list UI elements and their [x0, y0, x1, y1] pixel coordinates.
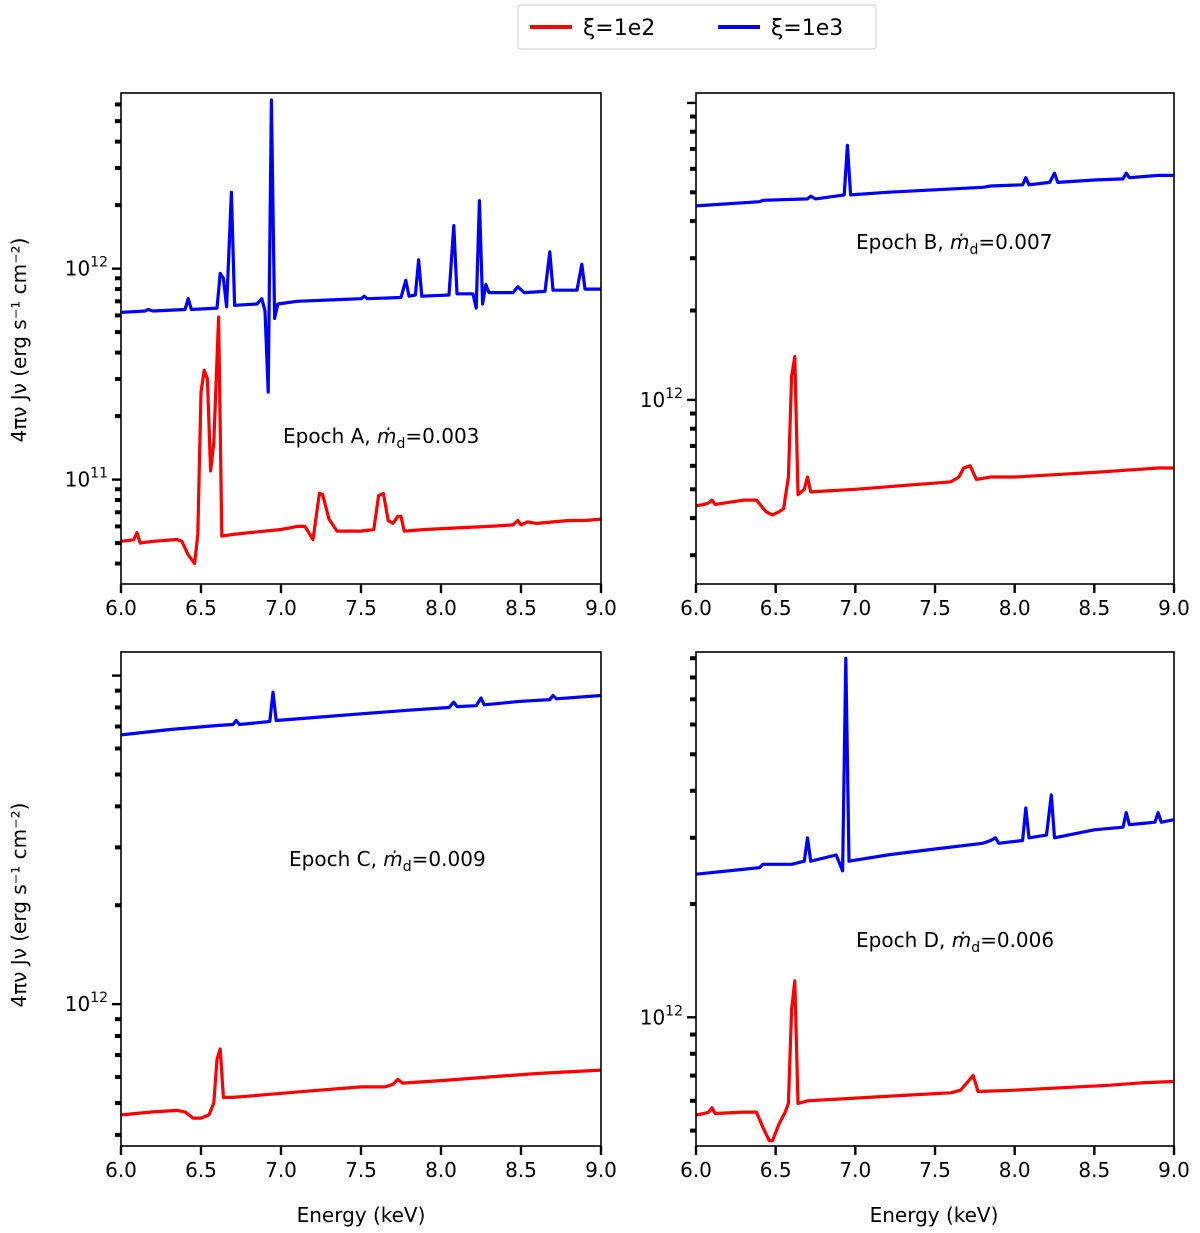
panel-epoch-a: 6.0 6.5 7.0 7.5 8.0 8.5 9.0 1011 1012 Epoch A, ṁ… — [7, 92, 617, 620]
panel-epoch-c: 6.0 6.5 7.0 7.5 8.0 8.5 9.0 1012 Epoch C, ṁd=0.… — [7, 651, 617, 1227]
plot-area-epoch-c — [121, 690, 601, 1120]
xtick-label-epoch-d: 8.0 — [999, 1158, 1031, 1182]
xtick-label-epoch-c: 6.5 — [185, 1158, 217, 1182]
legend: ξ=1e2 ξ=1e3 — [517, 4, 877, 50]
xtick-label-epoch-d: 8.5 — [1078, 1158, 1110, 1182]
annotation-epoch-d: Epoch D, ṁd=0.006 — [856, 928, 1054, 956]
xtick-label-epoch-d: 6.5 — [760, 1158, 792, 1182]
xtick-label-epoch-a: 9.0 — [585, 596, 617, 620]
ytick-label-epoch-b: 1012 — [640, 386, 683, 412]
xlabel-epoch-d: Energy (keV) — [870, 1203, 999, 1227]
xtick-label-epoch-a: 7.5 — [345, 596, 377, 620]
xtick-label-epoch-c: 8.5 — [505, 1158, 537, 1182]
xtick-label-epoch-c: 6.0 — [105, 1158, 137, 1182]
xtick-label-epoch-b: 6.0 — [680, 596, 712, 620]
axes-epoch-a: 6.0 6.5 7.0 7.5 8.0 8.5 9.0 1011 1012 — [65, 92, 617, 620]
annotation-epoch-a: Epoch A, ṁd=0.003 — [283, 424, 479, 452]
ytick-label-epoch-c: 1012 — [65, 990, 108, 1016]
ytick-label-epoch-a: 1011 — [65, 466, 108, 492]
xtick-label-epoch-b: 8.0 — [999, 596, 1031, 620]
xtick-label-epoch-a: 6.5 — [185, 596, 217, 620]
axes-frame-epoch-d — [695, 651, 1175, 1147]
series-line-epoch-b-xi-1e3 — [696, 143, 1174, 208]
plot-area-epoch-d — [696, 656, 1174, 1143]
xtick-label-epoch-c: 8.0 — [425, 1158, 457, 1182]
series-line-epoch-c-xi-1e3 — [121, 690, 601, 737]
xtick-label-epoch-a: 6.0 — [105, 596, 137, 620]
legend-box — [517, 4, 877, 50]
axes-epoch-d: 6.0 6.5 7.0 7.5 8.0 8.5 9.0 1012 — [640, 651, 1190, 1182]
xtick-label-epoch-a: 7.0 — [265, 596, 297, 620]
xtick-label-epoch-b: 7.0 — [839, 596, 871, 620]
annotation-epoch-c: Epoch C, ṁd=0.009 — [289, 847, 486, 875]
ylabel-epoch-a: 4πν Jν (erg s⁻¹ cm⁻²) — [7, 238, 31, 443]
panel-epoch-b: 6.0 6.5 7.0 7.5 8.0 8.5 9.0 1012 Epoch B, ṁd=0.… — [640, 92, 1190, 620]
ytick-label-epoch-a: 1012 — [65, 255, 108, 281]
xtick-label-epoch-b: 7.5 — [919, 596, 951, 620]
xtick-label-epoch-d: 7.0 — [839, 1158, 871, 1182]
xtick-label-epoch-d: 7.5 — [919, 1158, 951, 1182]
ylabel-epoch-c: 4πν Jν (erg s⁻¹ cm⁻²) — [7, 803, 31, 1008]
plot-area-epoch-a — [121, 98, 601, 566]
xtick-label-epoch-c: 7.0 — [265, 1158, 297, 1182]
series-line-epoch-c-xi-1e2 — [121, 1047, 601, 1120]
axes-frame-epoch-b — [695, 92, 1175, 585]
legend-label-red: ξ=1e2 — [583, 16, 655, 41]
xtick-label-epoch-d: 6.0 — [680, 1158, 712, 1182]
series-line-epoch-d-xi-1e3 — [696, 656, 1174, 876]
xtick-label-epoch-a: 8.5 — [505, 596, 537, 620]
axes-frame-epoch-a — [120, 92, 602, 585]
axes-epoch-c: 6.0 6.5 7.0 7.5 8.0 8.5 9.0 1012 — [65, 651, 617, 1182]
legend-label-blue: ξ=1e3 — [771, 16, 843, 41]
xtick-label-epoch-c: 9.0 — [585, 1158, 617, 1182]
annotation-epoch-b: Epoch B, ṁd=0.007 — [856, 230, 1052, 258]
xtick-label-epoch-d: 9.0 — [1158, 1158, 1190, 1182]
panel-epoch-d: 6.0 6.5 7.0 7.5 8.0 8.5 9.0 1012 Epoch D, ṁd=0.… — [640, 651, 1190, 1227]
xtick-label-epoch-c: 7.5 — [345, 1158, 377, 1182]
xtick-label-epoch-b: 8.5 — [1078, 596, 1110, 620]
plot-area-epoch-b — [696, 143, 1174, 517]
series-line-epoch-d-xi-1e2 — [696, 979, 1174, 1143]
ytick-label-epoch-d: 1012 — [640, 1003, 683, 1029]
series-line-epoch-a-xi-1e3 — [121, 98, 601, 394]
series-line-epoch-a-xi-1e2 — [121, 315, 601, 566]
xtick-label-epoch-a: 8.0 — [425, 596, 457, 620]
series-line-epoch-b-xi-1e2 — [696, 354, 1174, 517]
xlabel-epoch-c: Energy (keV) — [297, 1203, 426, 1227]
xtick-label-epoch-b: 9.0 — [1158, 596, 1190, 620]
xtick-label-epoch-b: 6.5 — [760, 596, 792, 620]
axes-epoch-b: 6.0 6.5 7.0 7.5 8.0 8.5 9.0 1012 — [640, 92, 1190, 620]
